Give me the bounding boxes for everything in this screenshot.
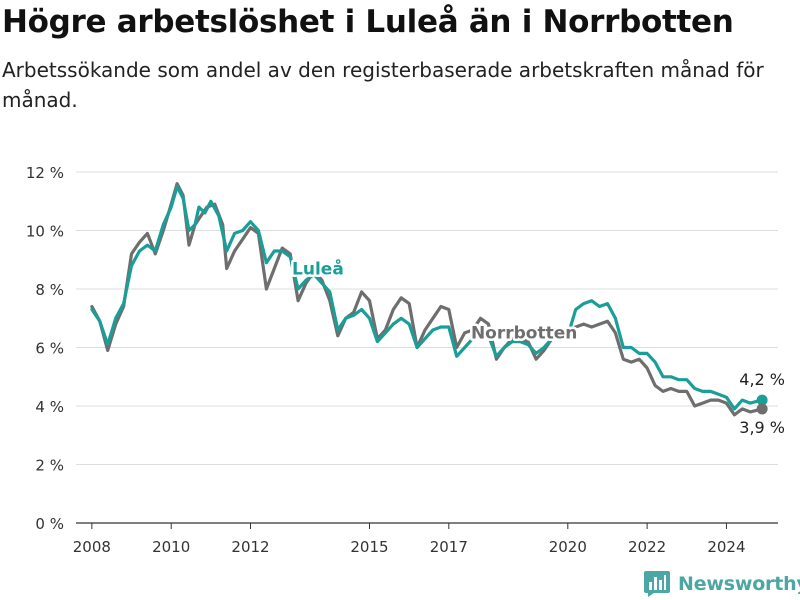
x-tick-label: 2012 [231,538,269,556]
x-tick-label: 2017 [430,538,468,556]
y-tick-label: 6 % [35,340,64,358]
series-line-norrbotten [90,182,764,417]
chart-subtitle: Arbetssökande som andel av den registerb… [2,58,764,112]
series-label: Luleå [292,257,344,279]
y-tick-label: 0 % [35,515,64,533]
y-tick-label: 12 % [26,164,64,182]
y-tick-label: 4 % [35,398,64,416]
y-tick-label: 2 % [35,457,64,475]
brand-name: Newsworthy [678,573,800,595]
series-line-lule- [90,185,764,411]
series-end-point [756,403,768,415]
brand-logo: Newsworthy [644,569,800,599]
y-tick-label: 8 % [35,281,64,299]
x-tick-label: 2008 [73,538,111,556]
x-tick-label: 2015 [350,538,388,556]
series-end-point [756,394,768,406]
bar-chart-logo-icon [644,571,670,597]
series-end-label: 4,2 % [739,370,785,389]
x-tick-label: 2020 [549,538,587,556]
x-tick-label: 2022 [628,538,666,556]
chart-title: Högre arbetslöshet i Luleå än i Norrbott… [2,4,734,40]
x-tick-label: 2010 [152,538,190,556]
series-label: Norrbotten [471,324,577,344]
series-end-label: 3,9 % [739,418,785,437]
y-tick-label: 10 % [26,223,64,241]
x-tick-label: 2024 [707,538,745,556]
